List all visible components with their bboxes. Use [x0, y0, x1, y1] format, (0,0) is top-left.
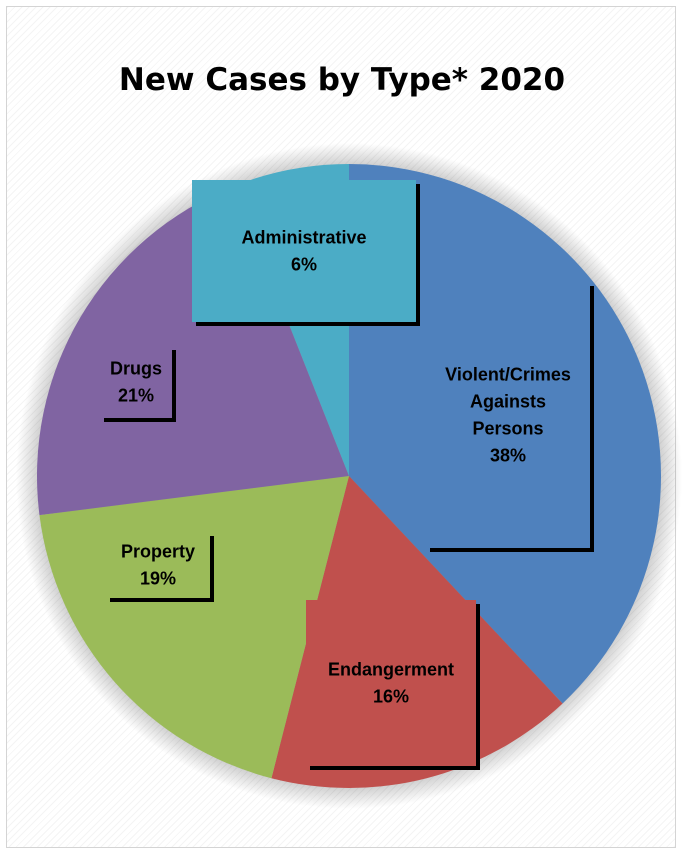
label-line: 19%: [140, 569, 176, 589]
data-label-administrative: Administrative 6%: [192, 180, 420, 326]
label-line: 6%: [291, 255, 317, 275]
data-label-endangerment: Endangerment 16%: [306, 600, 480, 770]
label-line: Administrative: [241, 228, 366, 248]
label-line: 21%: [118, 386, 154, 406]
data-label-drugs: Drugs 21%: [100, 346, 176, 422]
label-line: 16%: [373, 687, 409, 707]
data-label-property: Property 19%: [106, 532, 214, 602]
label-box: [426, 282, 590, 548]
label-line: Endangerment: [328, 660, 454, 680]
label-line: Property: [121, 542, 195, 562]
label-line: Violent/Crimes: [445, 365, 571, 385]
label-line: Againsts: [470, 392, 546, 412]
label-box: [192, 180, 416, 322]
data-labels: Violent/Crimes Againsts Persons 38% Endanger…: [100, 180, 594, 770]
label-box: [306, 600, 476, 766]
label-line: Drugs: [110, 359, 162, 379]
label-line: 38%: [490, 446, 526, 466]
pie-slice-drugs: [37, 185, 349, 516]
chart-title: New Cases by Type* 2020: [118, 62, 566, 98]
label-box: [106, 532, 210, 598]
label-line: Persons: [472, 419, 543, 439]
data-label-violent: Violent/Crimes Againsts Persons 38%: [426, 282, 594, 552]
label-box: [100, 346, 172, 418]
